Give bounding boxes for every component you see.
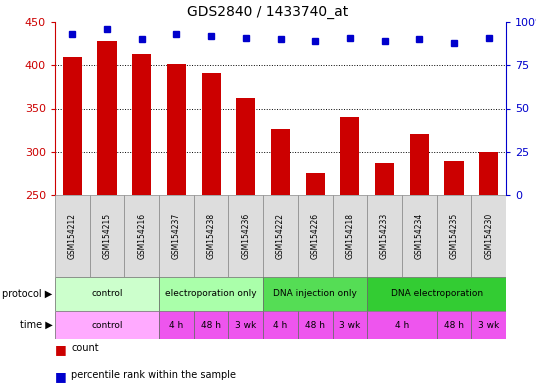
Bar (55, 277, 159, 311)
Bar (228, 311, 263, 339)
Text: 48 h: 48 h (444, 321, 464, 329)
Bar (90, 195, 124, 277)
Bar (306, 173, 325, 195)
Bar (202, 73, 221, 195)
Bar (471, 311, 506, 339)
Text: 3 wk: 3 wk (235, 321, 256, 329)
Bar (271, 129, 290, 195)
Text: GSM154226: GSM154226 (311, 213, 319, 259)
Bar (194, 311, 228, 339)
Text: GSM154212: GSM154212 (68, 213, 77, 259)
Bar (298, 195, 332, 277)
Text: percentile rank within the sample: percentile rank within the sample (71, 370, 236, 380)
Bar (375, 163, 394, 195)
Text: 48 h: 48 h (201, 321, 221, 329)
Text: count: count (71, 343, 99, 353)
Text: GDS2840 / 1433740_at: GDS2840 / 1433740_at (188, 5, 348, 19)
Text: 3 wk: 3 wk (478, 321, 499, 329)
Bar (132, 54, 151, 195)
Bar (236, 98, 255, 195)
Text: control: control (91, 290, 123, 298)
Bar (298, 311, 332, 339)
Bar (194, 195, 228, 277)
Bar (367, 277, 506, 311)
Bar (367, 195, 402, 277)
Text: 48 h: 48 h (305, 321, 325, 329)
Text: ■: ■ (55, 370, 67, 383)
Text: control: control (91, 321, 123, 329)
Text: DNA electroporation: DNA electroporation (391, 290, 483, 298)
Bar (340, 117, 360, 195)
Text: GSM154237: GSM154237 (172, 213, 181, 259)
Bar (159, 195, 194, 277)
Text: 3 wk: 3 wk (339, 321, 361, 329)
Bar (437, 195, 471, 277)
Text: GSM154230: GSM154230 (484, 213, 493, 259)
Text: GSM154218: GSM154218 (345, 213, 354, 259)
Bar (167, 65, 186, 195)
Text: GSM154215: GSM154215 (102, 213, 111, 259)
Bar (98, 41, 116, 195)
Bar (263, 277, 367, 311)
Text: DNA injection only: DNA injection only (273, 290, 357, 298)
Text: 4 h: 4 h (273, 321, 288, 329)
Text: electroporation only: electroporation only (165, 290, 257, 298)
Bar (402, 195, 437, 277)
Bar (479, 152, 498, 195)
Bar (55, 311, 159, 339)
Bar (410, 134, 429, 195)
Text: time ▶: time ▶ (20, 320, 53, 330)
Text: ■: ■ (55, 343, 67, 356)
Bar (332, 311, 367, 339)
Text: GSM154233: GSM154233 (380, 213, 389, 259)
Text: GSM154236: GSM154236 (241, 213, 250, 259)
Bar (367, 311, 437, 339)
Text: protocol ▶: protocol ▶ (2, 289, 53, 299)
Text: GSM154222: GSM154222 (276, 213, 285, 259)
Bar (159, 277, 263, 311)
Bar (124, 195, 159, 277)
Bar (332, 195, 367, 277)
Bar (228, 195, 263, 277)
Bar (63, 56, 82, 195)
Bar (263, 311, 298, 339)
Text: GSM154238: GSM154238 (206, 213, 215, 259)
Bar (263, 195, 298, 277)
Text: GSM154216: GSM154216 (137, 213, 146, 259)
Bar (55, 195, 90, 277)
Text: GSM154234: GSM154234 (415, 213, 424, 259)
Bar (471, 195, 506, 277)
Bar (159, 311, 194, 339)
Text: 4 h: 4 h (395, 321, 409, 329)
Bar (437, 311, 471, 339)
Text: 4 h: 4 h (169, 321, 183, 329)
Text: GSM154235: GSM154235 (450, 213, 458, 259)
Bar (444, 161, 464, 195)
